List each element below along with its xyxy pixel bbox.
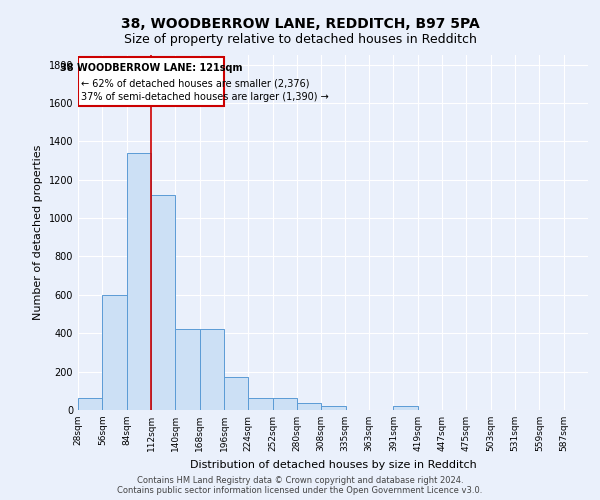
Text: 38, WOODBERROW LANE, REDDITCH, B97 5PA: 38, WOODBERROW LANE, REDDITCH, B97 5PA	[121, 18, 479, 32]
Text: 38 WOODBERROW LANE: 121sqm: 38 WOODBERROW LANE: 121sqm	[60, 62, 242, 72]
Bar	[394, 406, 418, 410]
Text: Size of property relative to detached houses in Redditch: Size of property relative to detached ho…	[124, 32, 476, 46]
Bar	[103, 295, 127, 410]
Bar	[272, 398, 297, 410]
Bar	[224, 378, 248, 410]
Bar	[200, 330, 224, 410]
Bar	[78, 57, 224, 106]
Bar	[151, 195, 175, 410]
Text: ← 62% of detached houses are smaller (2,376): ← 62% of detached houses are smaller (2,…	[80, 79, 309, 89]
Y-axis label: Number of detached properties: Number of detached properties	[33, 145, 43, 320]
Bar	[175, 330, 200, 410]
Bar	[78, 398, 103, 410]
Text: Contains HM Land Registry data © Crown copyright and database right 2024.
Contai: Contains HM Land Registry data © Crown c…	[118, 476, 482, 495]
Bar	[127, 153, 151, 410]
Bar	[321, 406, 346, 410]
Bar	[248, 398, 272, 410]
Text: 37% of semi-detached houses are larger (1,390) →: 37% of semi-detached houses are larger (…	[80, 92, 328, 102]
Bar	[297, 404, 321, 410]
X-axis label: Distribution of detached houses by size in Redditch: Distribution of detached houses by size …	[190, 460, 476, 469]
